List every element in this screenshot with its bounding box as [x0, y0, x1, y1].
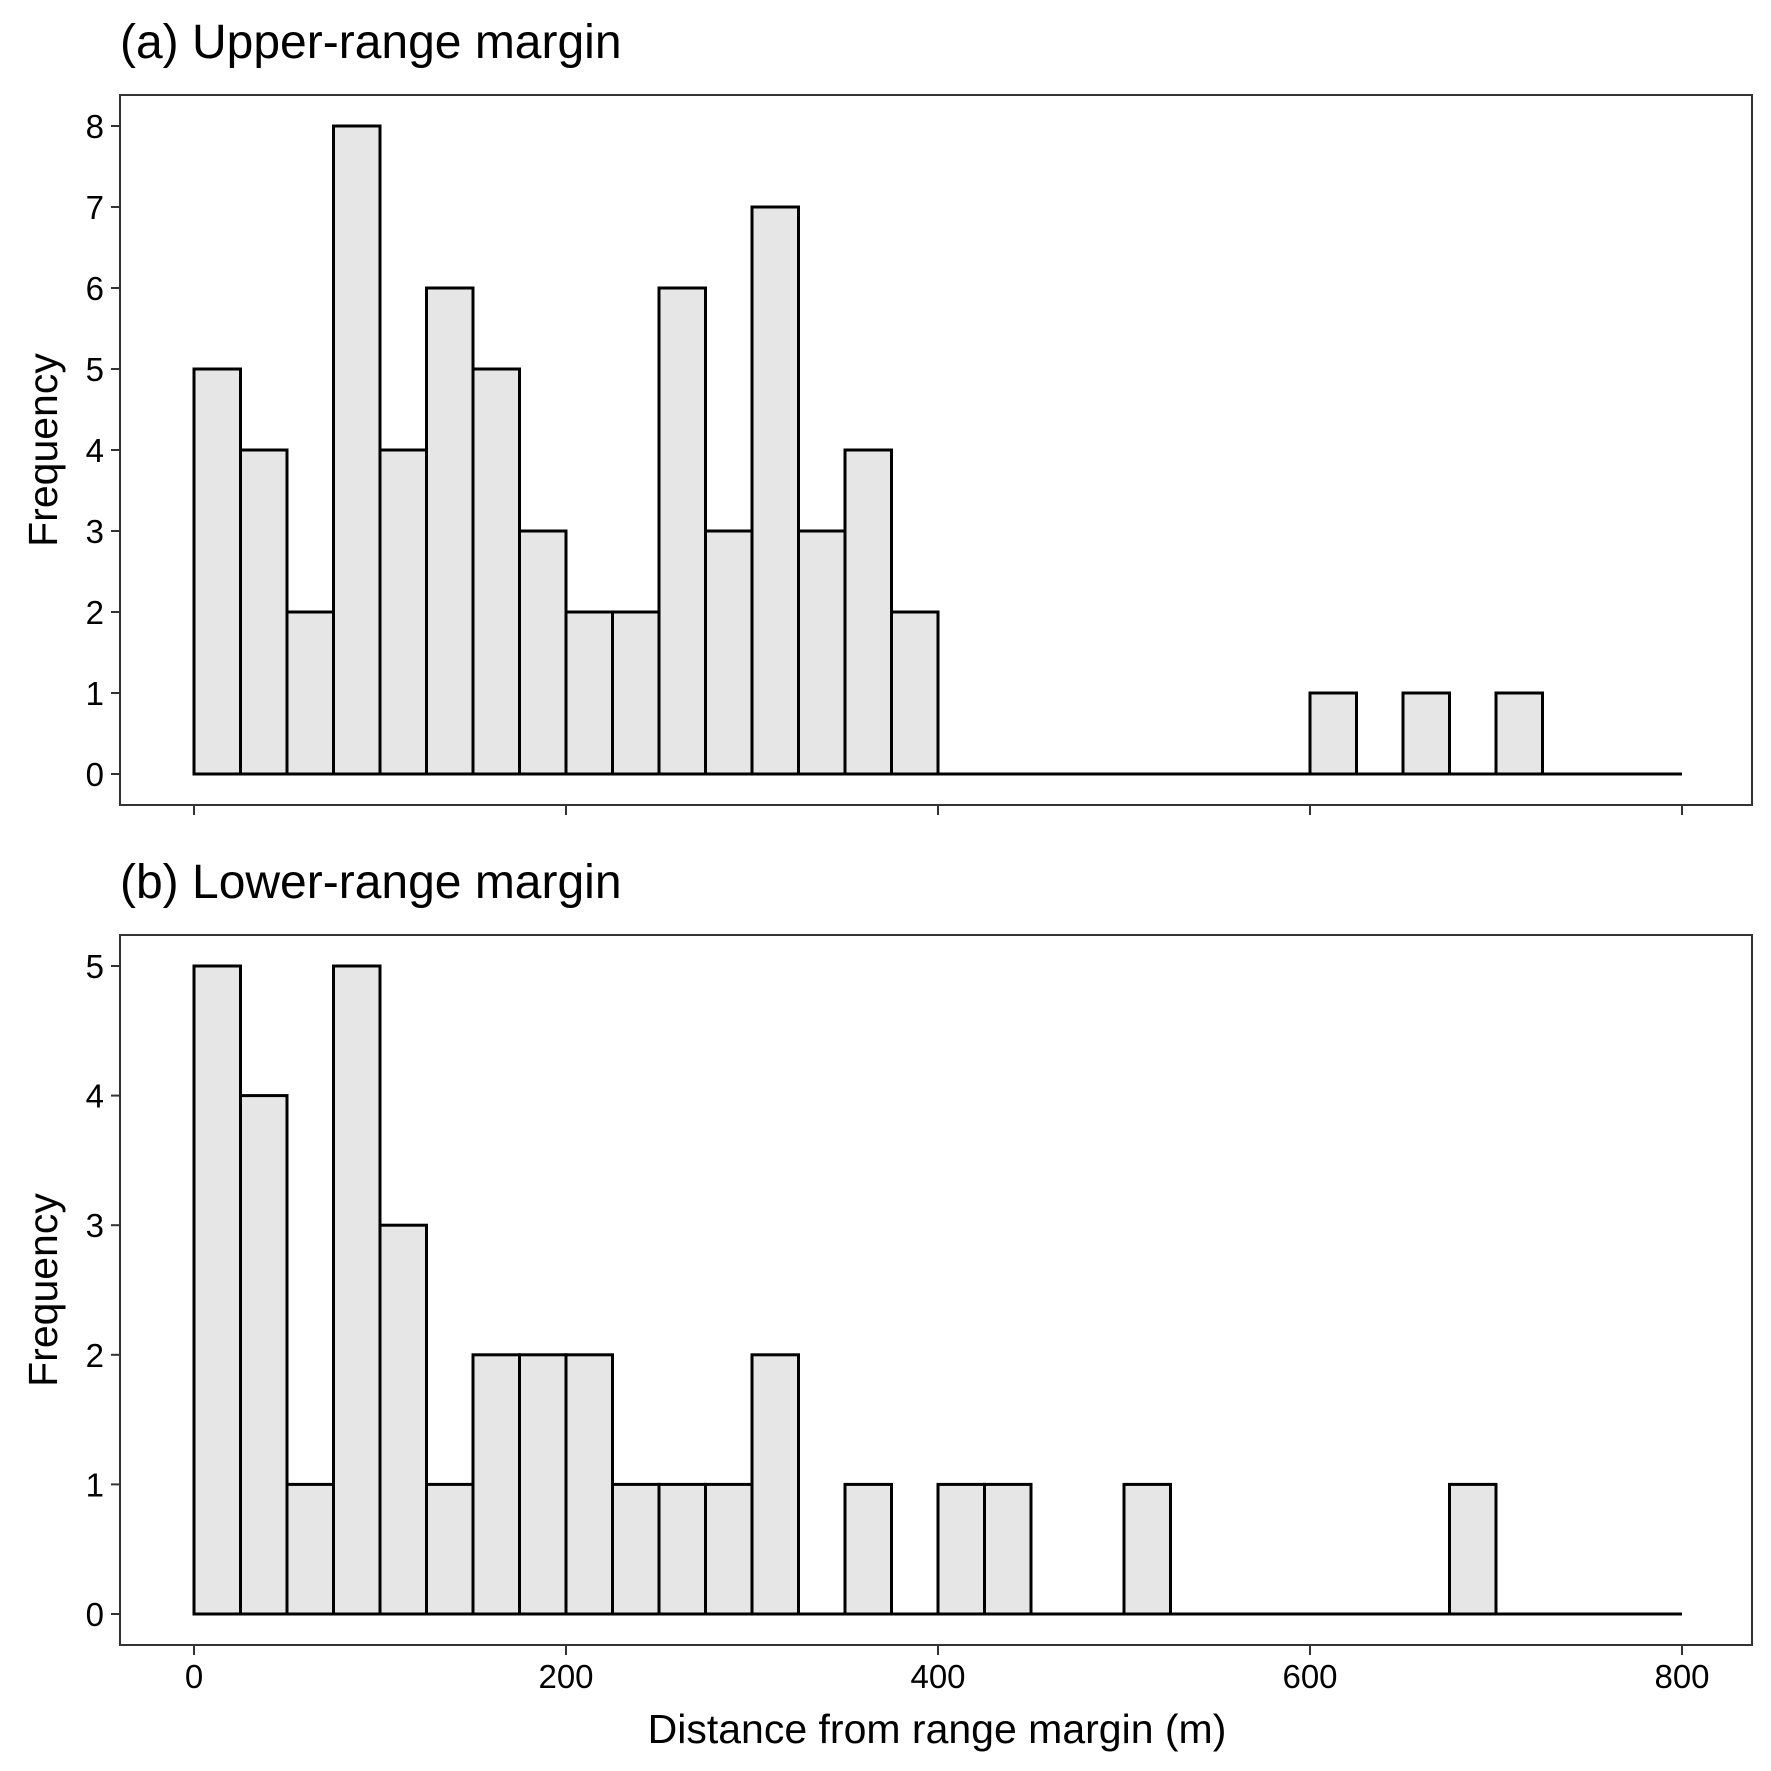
histogram-bar — [564, 1353, 614, 1616]
y-tick-label: 2 — [86, 594, 104, 631]
y-axis-title-upper: Frequency — [20, 353, 66, 547]
y-tick-label: 5 — [86, 948, 104, 985]
x-tick-label: 200 — [538, 1658, 593, 1695]
histogram-bar — [1308, 691, 1358, 776]
histogram-bar — [285, 610, 335, 776]
histogram-bar — [1494, 691, 1544, 776]
histogram-bar — [192, 964, 242, 1616]
histogram-bar — [890, 610, 940, 776]
panel-upper-range-margin: (a) Upper-range margin Frequency 0 1 2 3 4 5 6… — [20, 16, 1753, 815]
histogram-bar — [1401, 691, 1451, 776]
histogram-bar — [285, 1482, 335, 1616]
panel-title-upper: (a) Upper-range margin — [120, 16, 622, 69]
histogram-bar — [471, 1353, 521, 1616]
x-tick-label: 600 — [1282, 1658, 1337, 1695]
y-tick-label: 6 — [86, 270, 104, 307]
histogram-bar — [750, 205, 800, 776]
x-tick-label: 400 — [910, 1658, 965, 1695]
histogram-bar — [750, 1353, 800, 1616]
x-tick-label: 800 — [1654, 1658, 1709, 1695]
histogram-bar — [1448, 1482, 1498, 1616]
histogram-bar — [843, 448, 893, 776]
histogram-bar — [471, 367, 521, 776]
y-tick-label: 0 — [86, 756, 104, 793]
y-tick-label: 5 — [86, 351, 104, 388]
x-tick-label: 0 — [185, 1658, 203, 1695]
x-axis-title: Distance from range margin (m) — [648, 1706, 1227, 1752]
histogram-bar — [564, 610, 614, 776]
histogram-bar — [192, 367, 242, 776]
y-tick-label: 3 — [86, 513, 104, 550]
panel-lower-range-margin: (b) Lower-range margin Frequency 0 1 2 3 4 5 0… — [20, 856, 1753, 1695]
histogram-bar — [936, 1482, 986, 1616]
histogram-bar — [239, 448, 289, 776]
histogram-bar — [704, 1482, 754, 1616]
panel-border — [119, 934, 1753, 1646]
y-tick-label: 3 — [86, 1207, 104, 1244]
y-tick-label: 4 — [86, 1078, 104, 1115]
histogram-bar — [611, 610, 661, 776]
y-axis-title-lower: Frequency — [20, 1193, 66, 1387]
histogram-bar — [797, 529, 847, 776]
histogram-bar — [518, 1353, 568, 1616]
histogram-bar — [378, 1223, 428, 1616]
histogram-bar — [657, 286, 707, 776]
y-tick-label: 8 — [86, 108, 104, 145]
histogram-bar — [983, 1482, 1033, 1616]
histogram-bar — [332, 964, 382, 1616]
histogram-bar — [239, 1094, 289, 1616]
y-tick-label: 7 — [86, 189, 104, 226]
histogram-bar — [1122, 1482, 1172, 1616]
panel-title-lower: (b) Lower-range margin — [120, 856, 622, 909]
histogram-bar — [518, 529, 568, 776]
histogram-bar — [425, 286, 475, 776]
y-tick-label: 4 — [86, 432, 104, 469]
y-tick-label: 1 — [86, 675, 104, 712]
histogram-bar — [704, 529, 754, 776]
histogram-bar — [378, 448, 428, 776]
histogram-bar — [611, 1482, 661, 1616]
histogram-bar — [657, 1482, 707, 1616]
y-tick-label: 2 — [86, 1337, 104, 1374]
histogram-bar — [425, 1482, 475, 1616]
histogram-bar — [843, 1482, 893, 1616]
y-tick-label: 1 — [86, 1466, 104, 1503]
y-tick-label: 0 — [86, 1596, 104, 1633]
histogram-bar — [332, 124, 382, 776]
